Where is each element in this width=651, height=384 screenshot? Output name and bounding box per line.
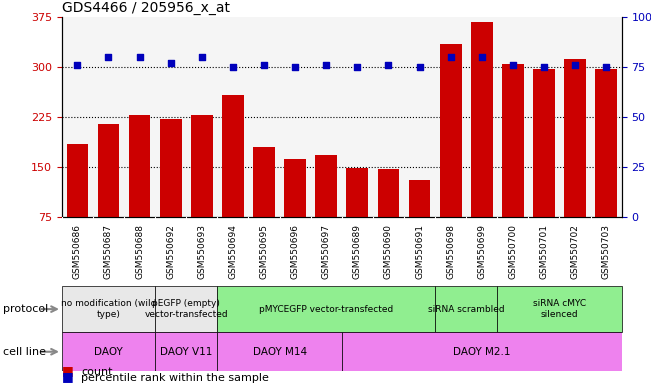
Bar [471, 22, 493, 267]
Bar [284, 159, 306, 267]
Text: pEGFP (empty)
vector-transfected: pEGFP (empty) vector-transfected [145, 300, 228, 319]
Text: cell line: cell line [3, 347, 46, 357]
Point [134, 54, 145, 60]
Text: GSM550688: GSM550688 [135, 224, 144, 279]
Text: GSM550702: GSM550702 [570, 224, 579, 279]
Bar [98, 124, 119, 267]
Text: DAOY: DAOY [94, 347, 123, 357]
Bar [222, 95, 243, 267]
Bar [253, 147, 275, 267]
Bar [439, 44, 462, 267]
Text: GSM550699: GSM550699 [477, 224, 486, 279]
Text: ■: ■ [62, 364, 74, 377]
Point [539, 64, 549, 70]
Bar [155, 332, 217, 371]
Point [352, 64, 363, 70]
Text: ■: ■ [62, 370, 74, 383]
Bar [155, 286, 217, 332]
Bar [497, 286, 622, 332]
Text: GSM550686: GSM550686 [73, 224, 82, 279]
Bar [595, 69, 617, 267]
Bar [315, 155, 337, 267]
Point [477, 54, 487, 60]
Bar [342, 332, 622, 371]
Point [445, 54, 456, 60]
Text: GSM550703: GSM550703 [602, 224, 611, 279]
Bar [564, 59, 586, 267]
Bar [62, 286, 155, 332]
Text: GSM550700: GSM550700 [508, 224, 518, 279]
Point [165, 60, 176, 66]
Point [197, 54, 207, 60]
Point [104, 54, 114, 60]
Text: no modification (wild
type): no modification (wild type) [61, 300, 156, 319]
Text: GSM550687: GSM550687 [104, 224, 113, 279]
Text: GSM550697: GSM550697 [322, 224, 331, 279]
Text: GSM550698: GSM550698 [446, 224, 455, 279]
Point [321, 62, 331, 68]
Text: GSM550694: GSM550694 [229, 224, 238, 279]
Point [414, 64, 424, 70]
Point [601, 64, 611, 70]
Text: DAOY M14: DAOY M14 [253, 347, 307, 357]
Text: protocol: protocol [3, 304, 49, 314]
Bar [435, 286, 497, 332]
Bar [66, 144, 89, 267]
Point [228, 64, 238, 70]
Text: siRNA cMYC
silenced: siRNA cMYC silenced [533, 300, 586, 319]
Text: GDS4466 / 205956_x_at: GDS4466 / 205956_x_at [62, 1, 230, 15]
Text: GSM550691: GSM550691 [415, 224, 424, 279]
Text: DAOY V11: DAOY V11 [160, 347, 212, 357]
Bar [533, 69, 555, 267]
Text: GSM550690: GSM550690 [384, 224, 393, 279]
Text: GSM550695: GSM550695 [260, 224, 268, 279]
Text: GSM550696: GSM550696 [290, 224, 299, 279]
Text: pMYCEGFP vector-transfected: pMYCEGFP vector-transfected [259, 305, 393, 314]
Text: count: count [81, 367, 113, 377]
Bar [217, 332, 342, 371]
Bar [217, 286, 435, 332]
Point [570, 62, 580, 68]
Point [72, 62, 83, 68]
Bar [62, 332, 155, 371]
Bar [159, 119, 182, 267]
Point [508, 62, 518, 68]
Text: percentile rank within the sample: percentile rank within the sample [81, 373, 270, 383]
Bar [378, 169, 399, 267]
Text: GSM550693: GSM550693 [197, 224, 206, 279]
Bar [409, 180, 430, 267]
Point [383, 62, 394, 68]
Text: DAOY M2.1: DAOY M2.1 [453, 347, 510, 357]
Text: siRNA scrambled: siRNA scrambled [428, 305, 505, 314]
Bar [502, 64, 523, 267]
Text: GSM550692: GSM550692 [166, 224, 175, 279]
Bar [191, 115, 213, 267]
Text: GSM550689: GSM550689 [353, 224, 362, 279]
Bar [129, 115, 150, 267]
Point [290, 64, 300, 70]
Bar [346, 168, 368, 267]
Point [259, 62, 270, 68]
Text: GSM550701: GSM550701 [540, 224, 548, 279]
